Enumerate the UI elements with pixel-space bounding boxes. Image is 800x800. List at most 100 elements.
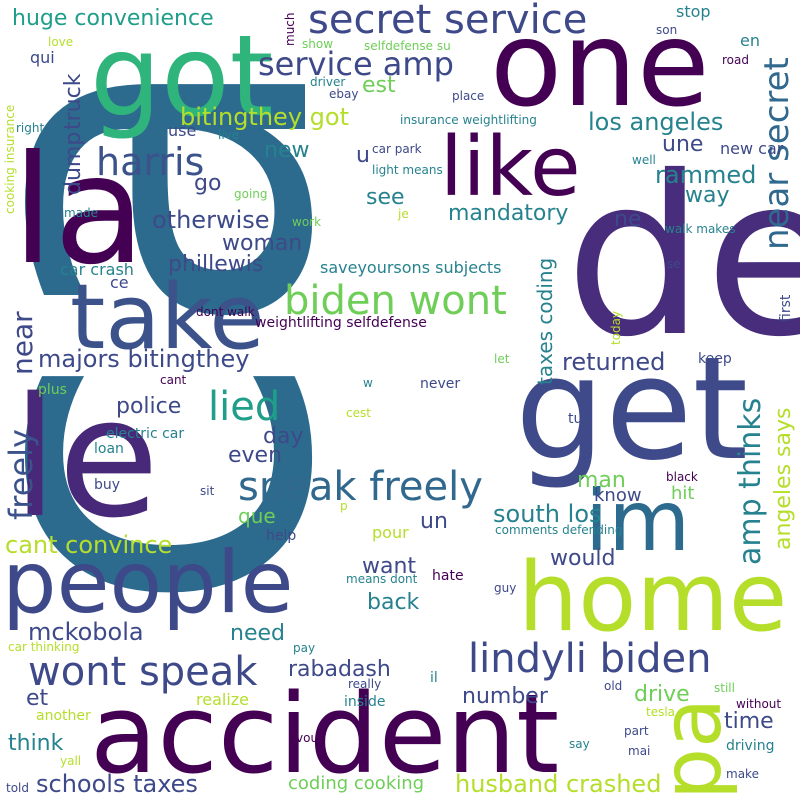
cloud-word: car bbox=[0, 0, 423, 620]
cloud-word: help bbox=[266, 528, 296, 544]
cloud-word: well bbox=[632, 153, 656, 167]
cloud-word: road bbox=[722, 53, 749, 67]
cloud-word: woman bbox=[222, 231, 302, 256]
cloud-word: made bbox=[64, 206, 98, 220]
cloud-word: like bbox=[440, 120, 581, 215]
cloud-word: w bbox=[363, 376, 373, 390]
cloud-word: returned bbox=[562, 348, 665, 376]
cloud-word: still bbox=[714, 681, 735, 695]
cloud-word: coding cooking bbox=[288, 773, 424, 794]
cloud-word: il bbox=[430, 670, 438, 686]
cloud-word: think bbox=[8, 731, 64, 756]
cloud-word: without bbox=[736, 697, 781, 711]
cloud-word: part bbox=[624, 724, 649, 738]
cloud-word: car crash bbox=[60, 260, 134, 279]
cloud-word: lindyli biden bbox=[468, 636, 711, 682]
cloud-word: je bbox=[397, 207, 409, 221]
cloud-word: see bbox=[366, 185, 405, 210]
cloud-word: home bbox=[518, 543, 787, 653]
cloud-word: car park bbox=[372, 142, 422, 156]
cloud-word: de bbox=[565, 129, 800, 385]
cloud-word: day bbox=[263, 424, 303, 449]
cloud-word: pay bbox=[293, 641, 315, 655]
cloud-word: tu bbox=[568, 411, 582, 427]
cloud-word: cant convince bbox=[5, 531, 172, 559]
cloud-word: un bbox=[420, 509, 448, 534]
cloud-word: sit bbox=[200, 484, 215, 498]
cloud-word: mai bbox=[628, 744, 650, 758]
cloud-word: weightlifting selfdefense bbox=[255, 315, 427, 331]
cloud-word: selfdefense su bbox=[364, 39, 451, 53]
cloud-word: another bbox=[36, 708, 91, 724]
cloud-word: biden wont bbox=[284, 278, 507, 324]
cloud-word: get bbox=[515, 327, 748, 492]
cloud-word: rammed bbox=[655, 161, 756, 189]
cloud-word: love bbox=[48, 35, 73, 49]
cloud-word: speak freely bbox=[238, 464, 483, 510]
cloud-word: really bbox=[348, 677, 381, 691]
cloud-word: say bbox=[569, 737, 590, 751]
cloud-word: police bbox=[116, 394, 181, 419]
cloud-word: amp thinks bbox=[733, 398, 768, 565]
cloud-word: would bbox=[550, 546, 615, 571]
cloud-word: black bbox=[666, 470, 698, 484]
cloud-word: got bbox=[90, 12, 274, 142]
cloud-word: near secret bbox=[757, 57, 797, 250]
cloud-word: secret service bbox=[308, 0, 587, 43]
cloud-word: tesla bbox=[646, 705, 675, 719]
cloud-word: driving bbox=[726, 738, 774, 754]
cloud-word: way bbox=[685, 183, 730, 208]
cloud-word: light means bbox=[372, 163, 443, 177]
cloud-word: schools taxes bbox=[36, 770, 198, 798]
cloud-word: plus bbox=[38, 382, 67, 398]
cloud-word: cest bbox=[346, 406, 371, 420]
cloud-word: old bbox=[604, 679, 622, 693]
cloud-word: insurance weightlifting bbox=[400, 113, 537, 127]
cloud-word: cooking insurance bbox=[3, 105, 17, 214]
cloud-word: electric car bbox=[106, 426, 184, 442]
cloud-word: saveyoursons subjects bbox=[320, 258, 501, 277]
cloud-word: live bbox=[218, 128, 239, 142]
cloud-word: near bbox=[6, 311, 39, 375]
cloud-word: means dont bbox=[346, 572, 418, 586]
cloud-word: accident bbox=[90, 670, 559, 798]
cloud-word: mandatory bbox=[448, 201, 568, 226]
cloud-word: dont walk bbox=[196, 305, 255, 319]
cloud-word: taxes coding bbox=[533, 258, 557, 385]
cloud-word: place bbox=[452, 89, 484, 103]
cloud-word: une bbox=[662, 132, 703, 157]
cloud-word: et bbox=[26, 686, 49, 711]
cloud-word: take bbox=[70, 265, 265, 370]
cloud-word: new bbox=[264, 138, 309, 163]
cloud-word: loan bbox=[94, 441, 124, 457]
cloud-word: service amp bbox=[258, 45, 454, 83]
cloud-word: vou bbox=[296, 731, 318, 745]
cloud-word: time bbox=[724, 709, 774, 734]
cloud-word: hate bbox=[432, 568, 464, 584]
cloud-word: cant bbox=[160, 373, 187, 387]
cloud-word: son bbox=[656, 23, 677, 37]
cloud-word: want bbox=[362, 554, 416, 579]
cloud-word: truck bbox=[61, 73, 86, 130]
cloud-word: work bbox=[292, 215, 321, 229]
cloud-word: los angeles bbox=[588, 108, 723, 136]
cloud-word: keep bbox=[698, 351, 732, 367]
cloud-word: use bbox=[168, 121, 196, 140]
cloud-word: en bbox=[740, 31, 760, 50]
cloud-word: hit bbox=[671, 483, 694, 504]
cloud-word: one bbox=[490, 0, 710, 133]
cloud-word: im bbox=[585, 472, 690, 570]
cloud-word: people bbox=[2, 533, 294, 633]
cloud-word: ebay bbox=[329, 87, 358, 101]
cloud-word: walk makes bbox=[665, 222, 735, 236]
cloud-word: show bbox=[302, 37, 333, 51]
cloud-word: huge convenience bbox=[12, 6, 214, 31]
cloud-word: freely bbox=[2, 429, 40, 520]
cloud-word: harris bbox=[96, 140, 204, 184]
cloud-word: even bbox=[228, 443, 282, 468]
cloud-word: mckobola bbox=[28, 618, 144, 646]
cloud-word: back bbox=[367, 590, 420, 615]
cloud-word: yall bbox=[60, 754, 81, 768]
cloud-word: phillewis bbox=[168, 252, 263, 277]
cloud-word: le bbox=[12, 362, 159, 554]
